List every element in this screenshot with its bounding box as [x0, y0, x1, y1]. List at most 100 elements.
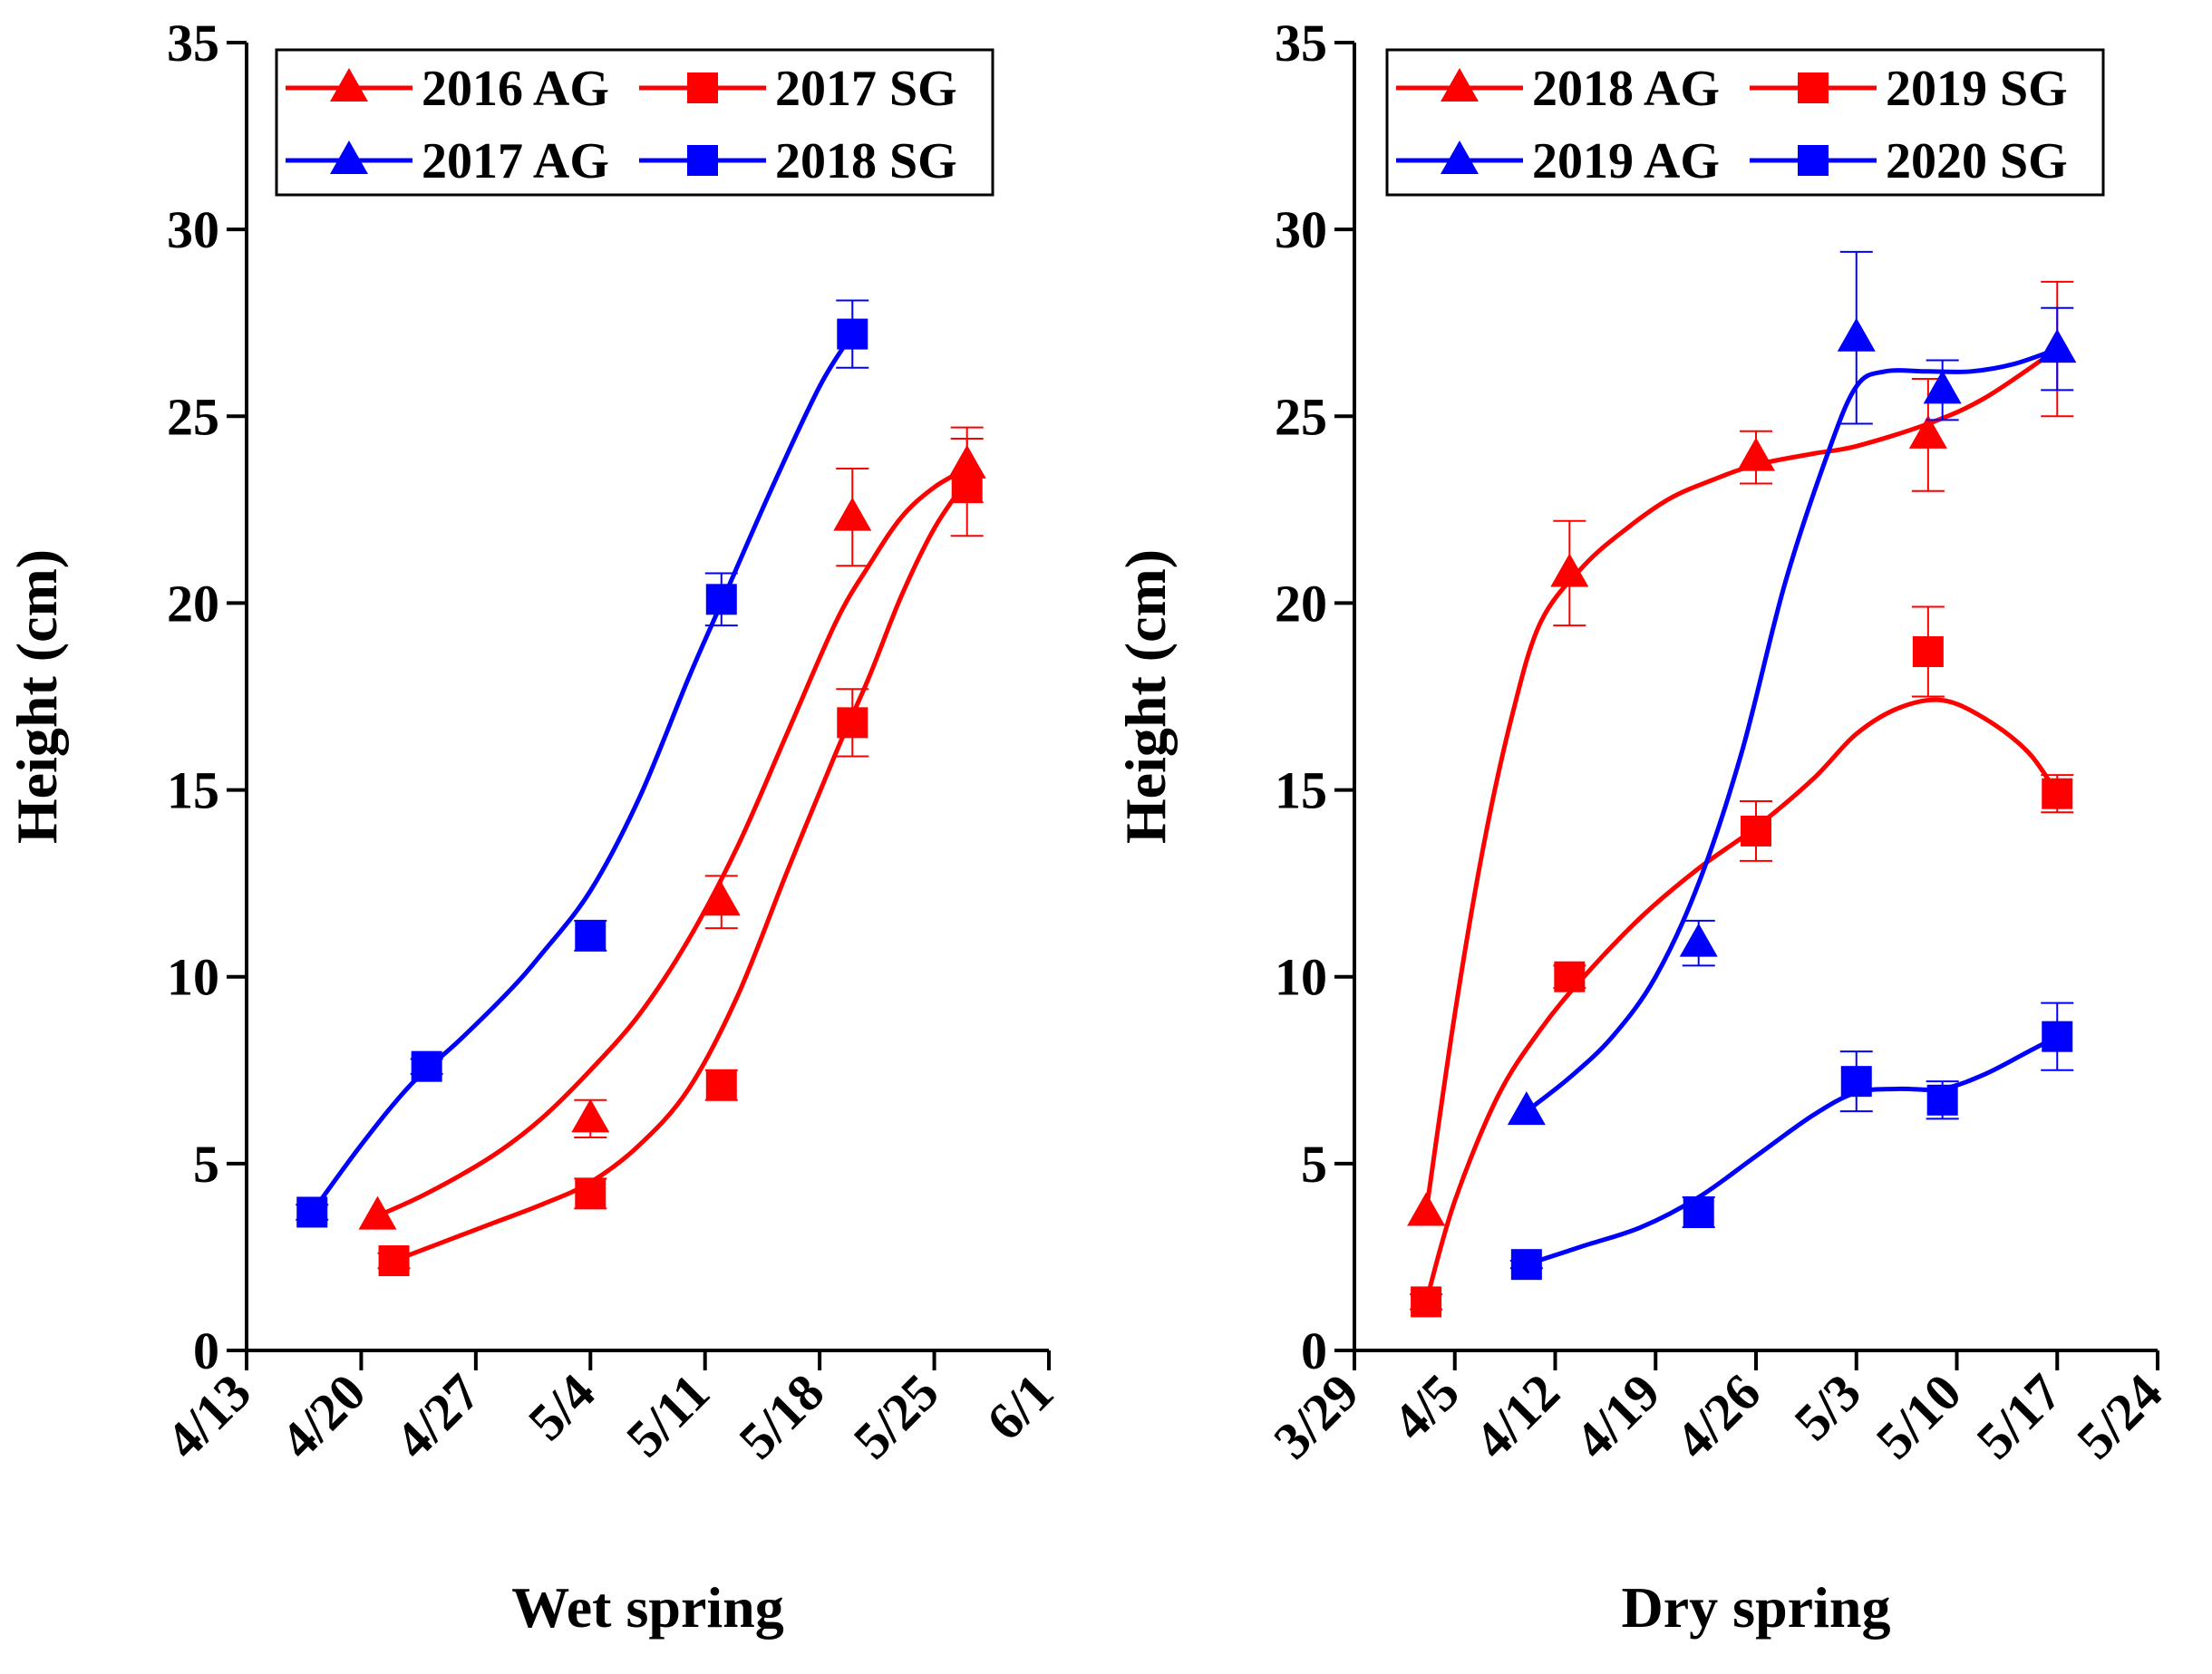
y-tick-label: 5	[193, 1135, 219, 1194]
legend-item-2018-sg: 2018 SG	[639, 133, 957, 189]
data-point-2019-sg	[2042, 778, 2073, 809]
data-point-2018-sg	[837, 318, 868, 350]
x-tick-label: 5/17	[1965, 1362, 2073, 1470]
x-tick-label: 4/19	[1564, 1362, 1672, 1470]
y-tick-label: 35	[167, 14, 219, 73]
series-line-2018-sg	[310, 333, 855, 1214]
series-2017-sg	[377, 438, 984, 1277]
data-point-2018-sg	[575, 920, 606, 952]
legend-label: 2020 SG	[1886, 133, 2068, 189]
data-point-2020-sg	[2042, 1021, 2073, 1052]
legend-label: 2017 SG	[775, 61, 957, 117]
x-tick-label: 5/24	[2065, 1362, 2173, 1470]
legend-item-2017-ag: 2017 AG	[286, 133, 609, 189]
legend-marker	[687, 145, 718, 176]
legend-item-2019-sg: 2019 SG	[1750, 61, 2068, 117]
legend-marker	[330, 68, 368, 102]
series-2018-sg	[296, 299, 869, 1228]
legend-label: 2019 SG	[1886, 61, 2068, 117]
y-tick-label: 30	[167, 200, 219, 259]
legend-item-2017-sg: 2017 SG	[639, 61, 957, 117]
x-tick-label: 4/5	[1382, 1362, 1470, 1451]
data-point-2017-sg	[705, 1069, 737, 1101]
x-axis-title: Dry spring	[1622, 1575, 1891, 1640]
data-point-2019-sg	[1912, 636, 1944, 668]
series-line-2020-sg	[1526, 1034, 2059, 1267]
data-point-2016-ag	[702, 882, 741, 916]
y-axis-title: Height (cm)	[5, 549, 69, 844]
y-tick-label: 10	[167, 948, 219, 1007]
legend-marker	[687, 73, 718, 103]
series-line-2018-ag	[1423, 347, 2059, 1213]
x-tick-label: 4/20	[269, 1362, 377, 1470]
y-tick-label: 5	[1301, 1135, 1327, 1194]
x-tick-label: 5/11	[615, 1362, 721, 1468]
legend: 2018 AG 2019 SG 2019 AG 2020 SG	[1385, 48, 2105, 197]
legend-label: 2016 AG	[422, 61, 609, 117]
data-point-2016-ag	[571, 1098, 610, 1133]
legend: 2016 AG 2017 SG 2017 AG 2018 SG	[275, 48, 994, 197]
data-point-2017-sg	[837, 707, 868, 739]
series-line-2019-ag	[1525, 346, 2059, 1114]
x-tick-label: 5/3	[1783, 1362, 1872, 1451]
y-tick-label: 25	[167, 387, 219, 446]
x-tick-label: 5/18	[727, 1362, 835, 1470]
data-point-2019-sg	[1554, 961, 1586, 992]
data-point-2019-sg	[1411, 1286, 1442, 1318]
chart-panel-wet-spring: 0 5 10 15 20 25 30 35 4/13 4/20 4/27 5/4 5/11 5/18 5/2…	[5, 14, 1064, 1640]
data-point-2020-sg	[1926, 1084, 1958, 1116]
x-tick-label: 4/26	[1664, 1362, 1771, 1470]
data-point-2017-sg	[951, 471, 983, 503]
y-axis-title: Height (cm)	[1113, 549, 1178, 844]
legend-marker	[1798, 73, 1829, 103]
y-tick-label: 20	[1275, 574, 1327, 633]
x-tick-label: 5/25	[842, 1362, 950, 1470]
y-tick-label: 20	[167, 574, 219, 633]
x-tick-label: 4/27	[383, 1362, 491, 1470]
legend-marker	[1441, 140, 1479, 174]
x-tick-label: 4/12	[1463, 1362, 1571, 1470]
chart-panel-dry-spring: 0 5 10 15 20 25 30 35 3/29 4/54/124/194/26 5/35/10…	[1113, 14, 2173, 1640]
legend-marker	[1441, 68, 1479, 102]
data-point-2018-sg	[296, 1196, 328, 1228]
data-point-2018-sg	[411, 1050, 442, 1082]
legend-label: 2019 AG	[1532, 133, 1720, 189]
legend-item-2019-ag: 2019 AG	[1396, 133, 1720, 189]
series-line-2016-ag	[376, 466, 968, 1218]
data-point-2018-ag	[1908, 414, 1947, 449]
x-tick-label: 5/10	[1865, 1362, 1973, 1470]
data-point-2019-ag	[1923, 370, 1962, 404]
series-line-2017-sg	[393, 478, 969, 1263]
y-tick-label: 0	[1301, 1321, 1327, 1380]
y-tick-label: 15	[167, 761, 219, 820]
data-point-2018-sg	[705, 584, 737, 615]
data-point-2018-ag	[1737, 437, 1775, 471]
y-tick-label: 15	[1275, 761, 1327, 820]
data-point-2016-ag	[358, 1195, 397, 1230]
series-2019-sg	[1410, 605, 2074, 1318]
y-tick-label: 30	[1275, 200, 1327, 259]
data-point-2017-sg	[378, 1245, 410, 1277]
legend-marker	[330, 140, 368, 174]
data-point-2018-ag	[1550, 553, 1589, 587]
legend-label: 2018 SG	[775, 133, 957, 189]
legend-item-2020-sg: 2020 SG	[1750, 133, 2068, 189]
data-point-2017-sg	[575, 1177, 606, 1209]
x-tick-label: 3/29	[1262, 1362, 1370, 1470]
y-tick-label: 25	[1275, 387, 1327, 446]
legend-item-2016-ag: 2016 AG	[286, 61, 609, 117]
data-point-2019-sg	[1741, 815, 1771, 847]
data-point-2019-ag	[1679, 923, 1718, 957]
x-axis-title: Wet spring	[511, 1575, 783, 1640]
data-point-2019-ag	[2038, 329, 2077, 363]
series-2019-ag	[1507, 250, 2077, 1126]
data-point-2020-sg	[1840, 1066, 1872, 1098]
data-point-2020-sg	[1510, 1249, 1542, 1281]
y-tick-label: 35	[1275, 14, 1327, 73]
legend-label: 2017 AG	[422, 133, 609, 189]
data-point-2016-ag	[833, 497, 872, 531]
legend-box	[1385, 48, 2105, 197]
data-point-2019-ag	[1507, 1091, 1546, 1126]
y-tick-label: 10	[1275, 948, 1327, 1007]
